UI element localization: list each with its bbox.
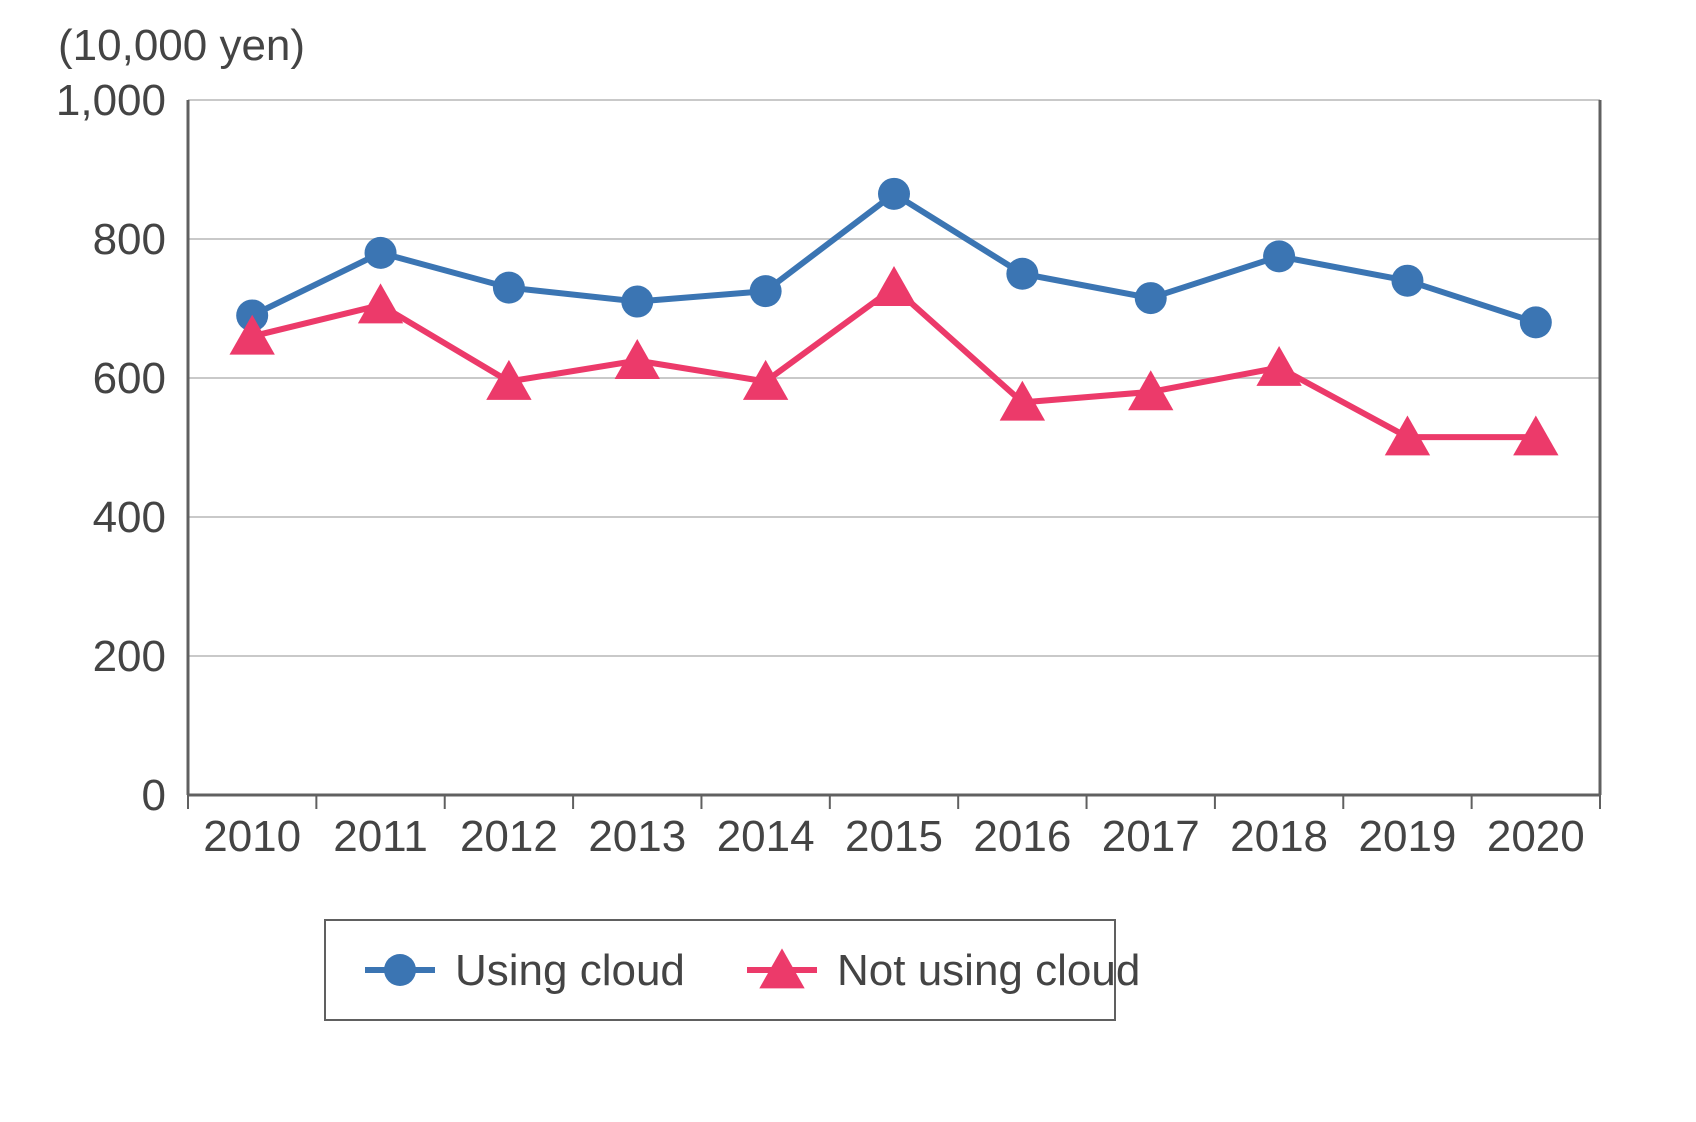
series-marker-0: [1135, 282, 1167, 314]
y-axis-unit-label: (10,000 yen): [58, 21, 305, 70]
y-tick-label: 1,000: [56, 76, 166, 125]
series-marker-0: [493, 272, 525, 304]
y-tick-label: 800: [93, 215, 166, 264]
series-marker-0: [1263, 240, 1295, 272]
x-tick-label: 2013: [588, 812, 686, 861]
x-tick-label: 2012: [460, 812, 558, 861]
y-tick-label: 600: [93, 354, 166, 403]
legend-label-1: Not using cloud: [837, 946, 1140, 995]
series-marker-0: [878, 178, 910, 210]
y-tick-label: 0: [142, 771, 166, 820]
series-marker-0: [1391, 265, 1423, 297]
x-tick-label: 2014: [717, 812, 815, 861]
y-tick-label: 400: [93, 493, 166, 542]
legend-label-0: Using cloud: [455, 946, 685, 995]
x-tick-label: 2020: [1487, 812, 1585, 861]
x-tick-label: 2019: [1359, 812, 1457, 861]
series-marker-0: [750, 275, 782, 307]
series-marker-0: [1520, 306, 1552, 338]
x-tick-label: 2010: [203, 812, 301, 861]
x-tick-label: 2011: [333, 812, 428, 861]
chart-svg: 0 200 400 600 800 1,000 (10,000 yen) 2010 2011 20…: [0, 0, 1696, 1122]
y-tick-label: 200: [93, 632, 166, 681]
series-marker-0: [621, 286, 653, 318]
x-tick-label: 2017: [1102, 812, 1200, 861]
legend-marker-0: [384, 954, 416, 986]
line-chart: 0 200 400 600 800 1,000 (10,000 yen) 2010 2011 20…: [0, 0, 1696, 1122]
x-tick-label: 2016: [973, 812, 1071, 861]
series-marker-0: [365, 237, 397, 269]
x-tick-label: 2018: [1230, 812, 1328, 861]
series-marker-0: [1006, 258, 1038, 290]
x-tick-label: 2015: [845, 812, 943, 861]
